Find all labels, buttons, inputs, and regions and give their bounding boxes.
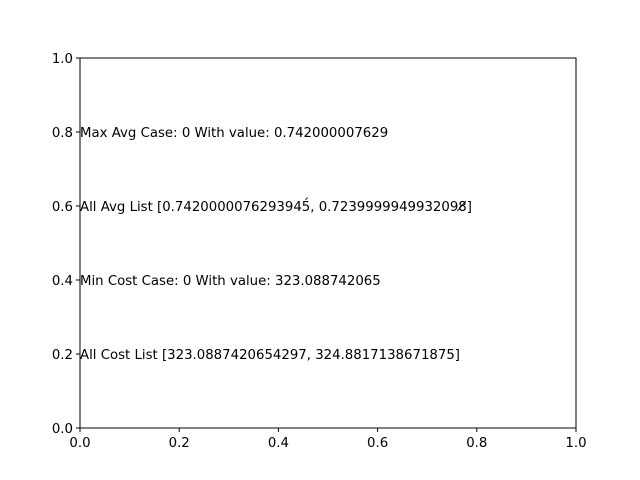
y-tick-label: 0.2: [52, 348, 73, 363]
x-tick-label: 0.2: [169, 436, 190, 451]
y-tick-label: 0.8: [52, 126, 73, 141]
x-tick-label: 0.8: [466, 436, 487, 451]
x-tick-label: 0.0: [69, 436, 90, 451]
y-tick-label: 0.0: [52, 422, 73, 437]
plot-area-frame: [79, 57, 577, 429]
y-axis-ticks: 0.0 0.2 0.4 0.6 0.8 1.0: [52, 52, 80, 437]
x-axis-ticks: 0.0 0.2 0.4 0.6 0.8 1.0: [69, 428, 587, 451]
x-tick-label: 0.4: [268, 436, 289, 451]
y-tick-label: 1.0: [52, 52, 73, 67]
x-tick-label: 1.0: [565, 436, 586, 451]
annotation-text: Max Avg Case: 0 With value: 0.7420000076…: [80, 126, 388, 141]
y-tick-label: 0.4: [52, 274, 73, 289]
annotations: Max Avg Case: 0 With value: 0.7420000076…: [80, 126, 472, 363]
annotation-text: All Avg List [0.7420000076293945́, 0.723…: [80, 197, 472, 215]
y-tick-label: 0.6: [52, 200, 73, 215]
x-tick-label: 0.6: [367, 436, 388, 451]
annotation-text: All Cost List [323.0887420654297, 324.88…: [80, 348, 460, 363]
annotation-text: Min Cost Case: 0 With value: 323.0887420…: [80, 274, 381, 289]
